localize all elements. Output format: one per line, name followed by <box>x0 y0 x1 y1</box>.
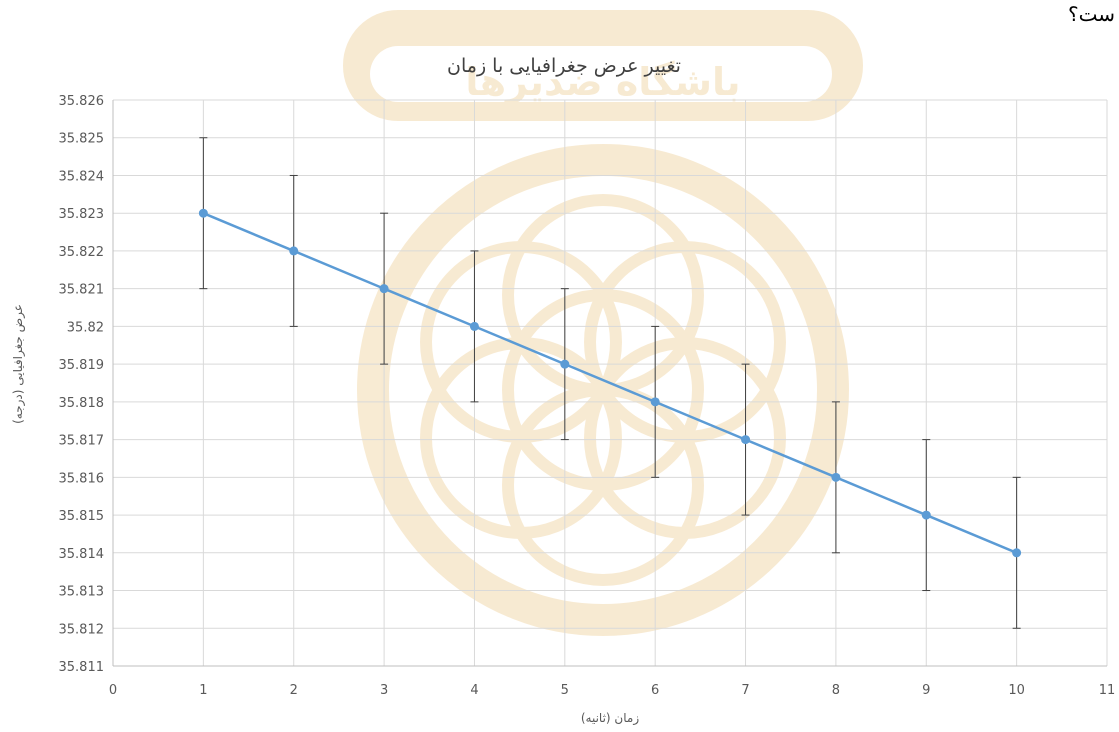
chart-title: تغییر عرض جغرافیایی با زمان <box>447 55 681 77</box>
y-tick-label: 35.821 <box>59 283 105 298</box>
y-tick-label: 35.822 <box>59 245 105 260</box>
data-point <box>1012 548 1022 558</box>
y-axis-title: عرض جغرافیایی (درجه) <box>11 304 26 424</box>
x-tick-label: 4 <box>470 683 478 698</box>
watermark-text: باشگاه ضدیرها <box>465 60 740 104</box>
data-point <box>560 359 570 369</box>
x-tick-label: 5 <box>561 683 569 698</box>
y-tick-label: 35.816 <box>59 471 105 486</box>
y-tick-label: 35.825 <box>59 132 105 147</box>
x-tick-label: 1 <box>199 683 207 698</box>
y-tick-label: 35.812 <box>59 622 105 637</box>
x-tick-label: 9 <box>922 683 930 698</box>
y-tick-label: 35.818 <box>59 396 105 411</box>
y-tick-label: 35.817 <box>59 434 105 449</box>
data-point <box>831 472 841 482</box>
y-tick-label: 35.824 <box>59 169 105 184</box>
series-line <box>202 212 1018 554</box>
y-tick-label: 35.819 <box>59 358 105 373</box>
data-point <box>469 321 479 331</box>
corner-text: ست؟ <box>1067 2 1115 26</box>
x-tick-label: 10 <box>1008 683 1025 698</box>
watermark-logo: باشگاه ضدیرها <box>343 10 863 636</box>
y-tick-label: 35.826 <box>59 94 105 109</box>
data-point <box>921 510 931 520</box>
y-tick-label: 35.811 <box>59 660 105 675</box>
data-point <box>198 208 208 218</box>
y-tick-label: 35.813 <box>59 585 105 600</box>
x-axis-title: زمان (ثانیه) <box>581 711 639 726</box>
data-point <box>741 435 751 445</box>
data-series <box>198 208 1022 558</box>
x-tick-label: 0 <box>109 683 117 698</box>
x-tick-label: 2 <box>290 683 298 698</box>
x-tick-label: 6 <box>651 683 659 698</box>
y-tick-label: 35.823 <box>59 207 105 222</box>
x-tick-label: 11 <box>1099 683 1116 698</box>
x-tick-label: 7 <box>741 683 749 698</box>
data-point <box>379 284 389 294</box>
tick-labels: 0 1 2 3 4 5 6 7 8 9 10 11 35.826 35.825 35.824 35.823 35… <box>59 94 1116 698</box>
axes <box>112 100 1107 667</box>
data-point <box>650 397 660 407</box>
y-tick-label: 35.815 <box>59 509 105 524</box>
x-tick-label: 8 <box>832 683 840 698</box>
x-tick-label: 3 <box>380 683 388 698</box>
y-tick-label: 35.82 <box>67 320 104 335</box>
y-tick-label: 35.814 <box>59 547 105 562</box>
data-point <box>289 246 299 256</box>
